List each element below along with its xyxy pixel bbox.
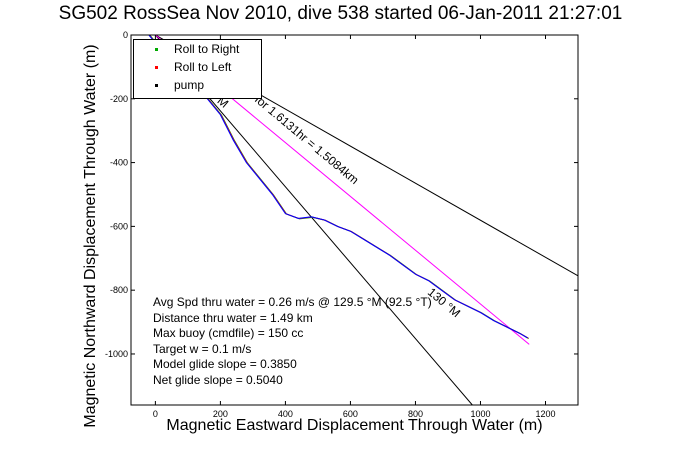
y-tick-label: -200 [110, 94, 128, 104]
x-axis-label: Magnetic Eastward Displacement Through W… [166, 417, 543, 434]
legend-label-roll-left: Roll to Left [174, 60, 232, 74]
stat-avg-speed: Avg Spd thru water = 0.26 m/s @ 129.5 °M… [153, 295, 432, 309]
stat-model-glide: Model glide slope = 0.3850 [153, 357, 297, 372]
chart-title: SG502 RossSea Nov 2010, dive 538 started… [58, 3, 623, 24]
x-tick-label: 1000 [470, 409, 490, 419]
axes-box [130, 34, 579, 406]
stat-distance: Distance thru water = 1.49 km [153, 310, 313, 325]
legend-item-pump: pump [134, 78, 261, 96]
x-tick-label: 800 [408, 409, 423, 419]
y-tick-label: -1000 [105, 349, 128, 359]
legend-marker-pump [155, 84, 158, 87]
legend-item-roll-left: Roll to Left [134, 60, 261, 78]
x-tick-label: 200 [213, 409, 228, 419]
dive-stats: Avg Spd thru water = 0.26 m/s @ 129.5 °M… [153, 295, 432, 389]
legend: Roll to Right Roll to Left pump [133, 39, 262, 99]
x-tick-label: 0 [153, 409, 158, 419]
x-tick-label: 1200 [535, 409, 555, 419]
y-tick-label: -600 [110, 221, 128, 231]
stat-net-glide: Net glide slope = 0.5040 [153, 372, 283, 387]
stat-max-buoy: Max buoy (cmdfile) = 150 cc [153, 326, 304, 341]
y-tick-label: -800 [110, 285, 128, 295]
y-tick-label: 0 [123, 30, 128, 40]
legend-marker-roll-left [155, 66, 158, 69]
x-tick-label: 400 [278, 409, 293, 419]
y-axis-label: Magnetic Northward Displacement Through … [82, 44, 99, 428]
legend-marker-roll-right [155, 48, 158, 51]
y-tick-label: -400 [110, 158, 128, 168]
x-tick-label: 600 [343, 409, 358, 419]
legend-item-roll-right: Roll to Right [134, 42, 261, 60]
stat-target-w: Target w = 0.1 m/s [153, 341, 252, 356]
legend-label-pump: pump [174, 78, 205, 92]
legend-label-roll-right: Roll to Right [174, 42, 240, 56]
